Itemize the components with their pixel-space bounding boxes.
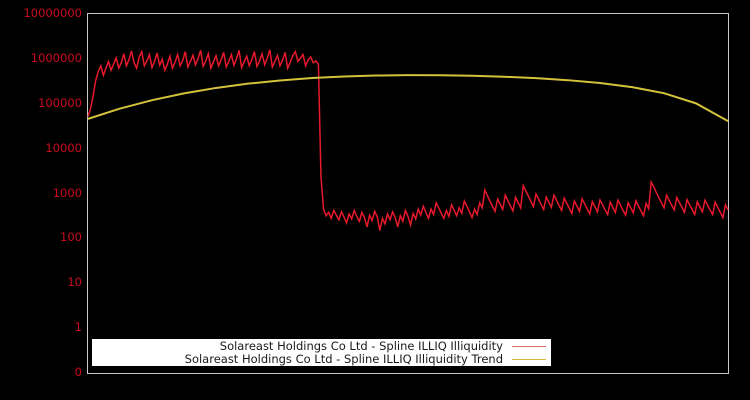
legend-entry-label: Solareast Holdings Co Ltd - Spline ILLIQ… xyxy=(184,352,503,366)
y-axis-tick-10: 10 xyxy=(67,275,82,290)
y-axis-tick-labels: 10000000 1000000 100000 10000 1000 100 10 1 0 xyxy=(0,0,82,400)
plot-area xyxy=(87,13,729,374)
legend-entry: Solareast Holdings Co Ltd - Spline ILLIQ… xyxy=(93,352,550,366)
legend-color-swatch-illiquidity xyxy=(512,345,546,347)
chart-legend[interactable]: Solareast Holdings Co Ltd - Spline ILLIQ… xyxy=(92,339,551,366)
y-axis-tick-0: 0 xyxy=(74,365,82,379)
y-axis-tick-10000: 10000 xyxy=(45,140,82,155)
y-axis-tick-10000000: 10000000 xyxy=(23,6,82,20)
y-axis-tick-1: 1 xyxy=(74,320,82,335)
y-axis-tick-100000: 100000 xyxy=(38,95,82,110)
legend-color-swatch-trend xyxy=(512,358,546,360)
y-axis-tick-1000000: 1000000 xyxy=(30,50,82,65)
y-axis-tick-100: 100 xyxy=(60,230,82,245)
legend-entry-label: Solareast Holdings Co Ltd - Spline ILLIQ… xyxy=(219,339,503,353)
y-axis-tick-1000: 1000 xyxy=(52,185,82,200)
series-line-trend xyxy=(87,74,729,123)
series-line-illiquidity xyxy=(87,49,729,231)
legend-entry: Solareast Holdings Co Ltd - Spline ILLIQ… xyxy=(93,339,550,353)
